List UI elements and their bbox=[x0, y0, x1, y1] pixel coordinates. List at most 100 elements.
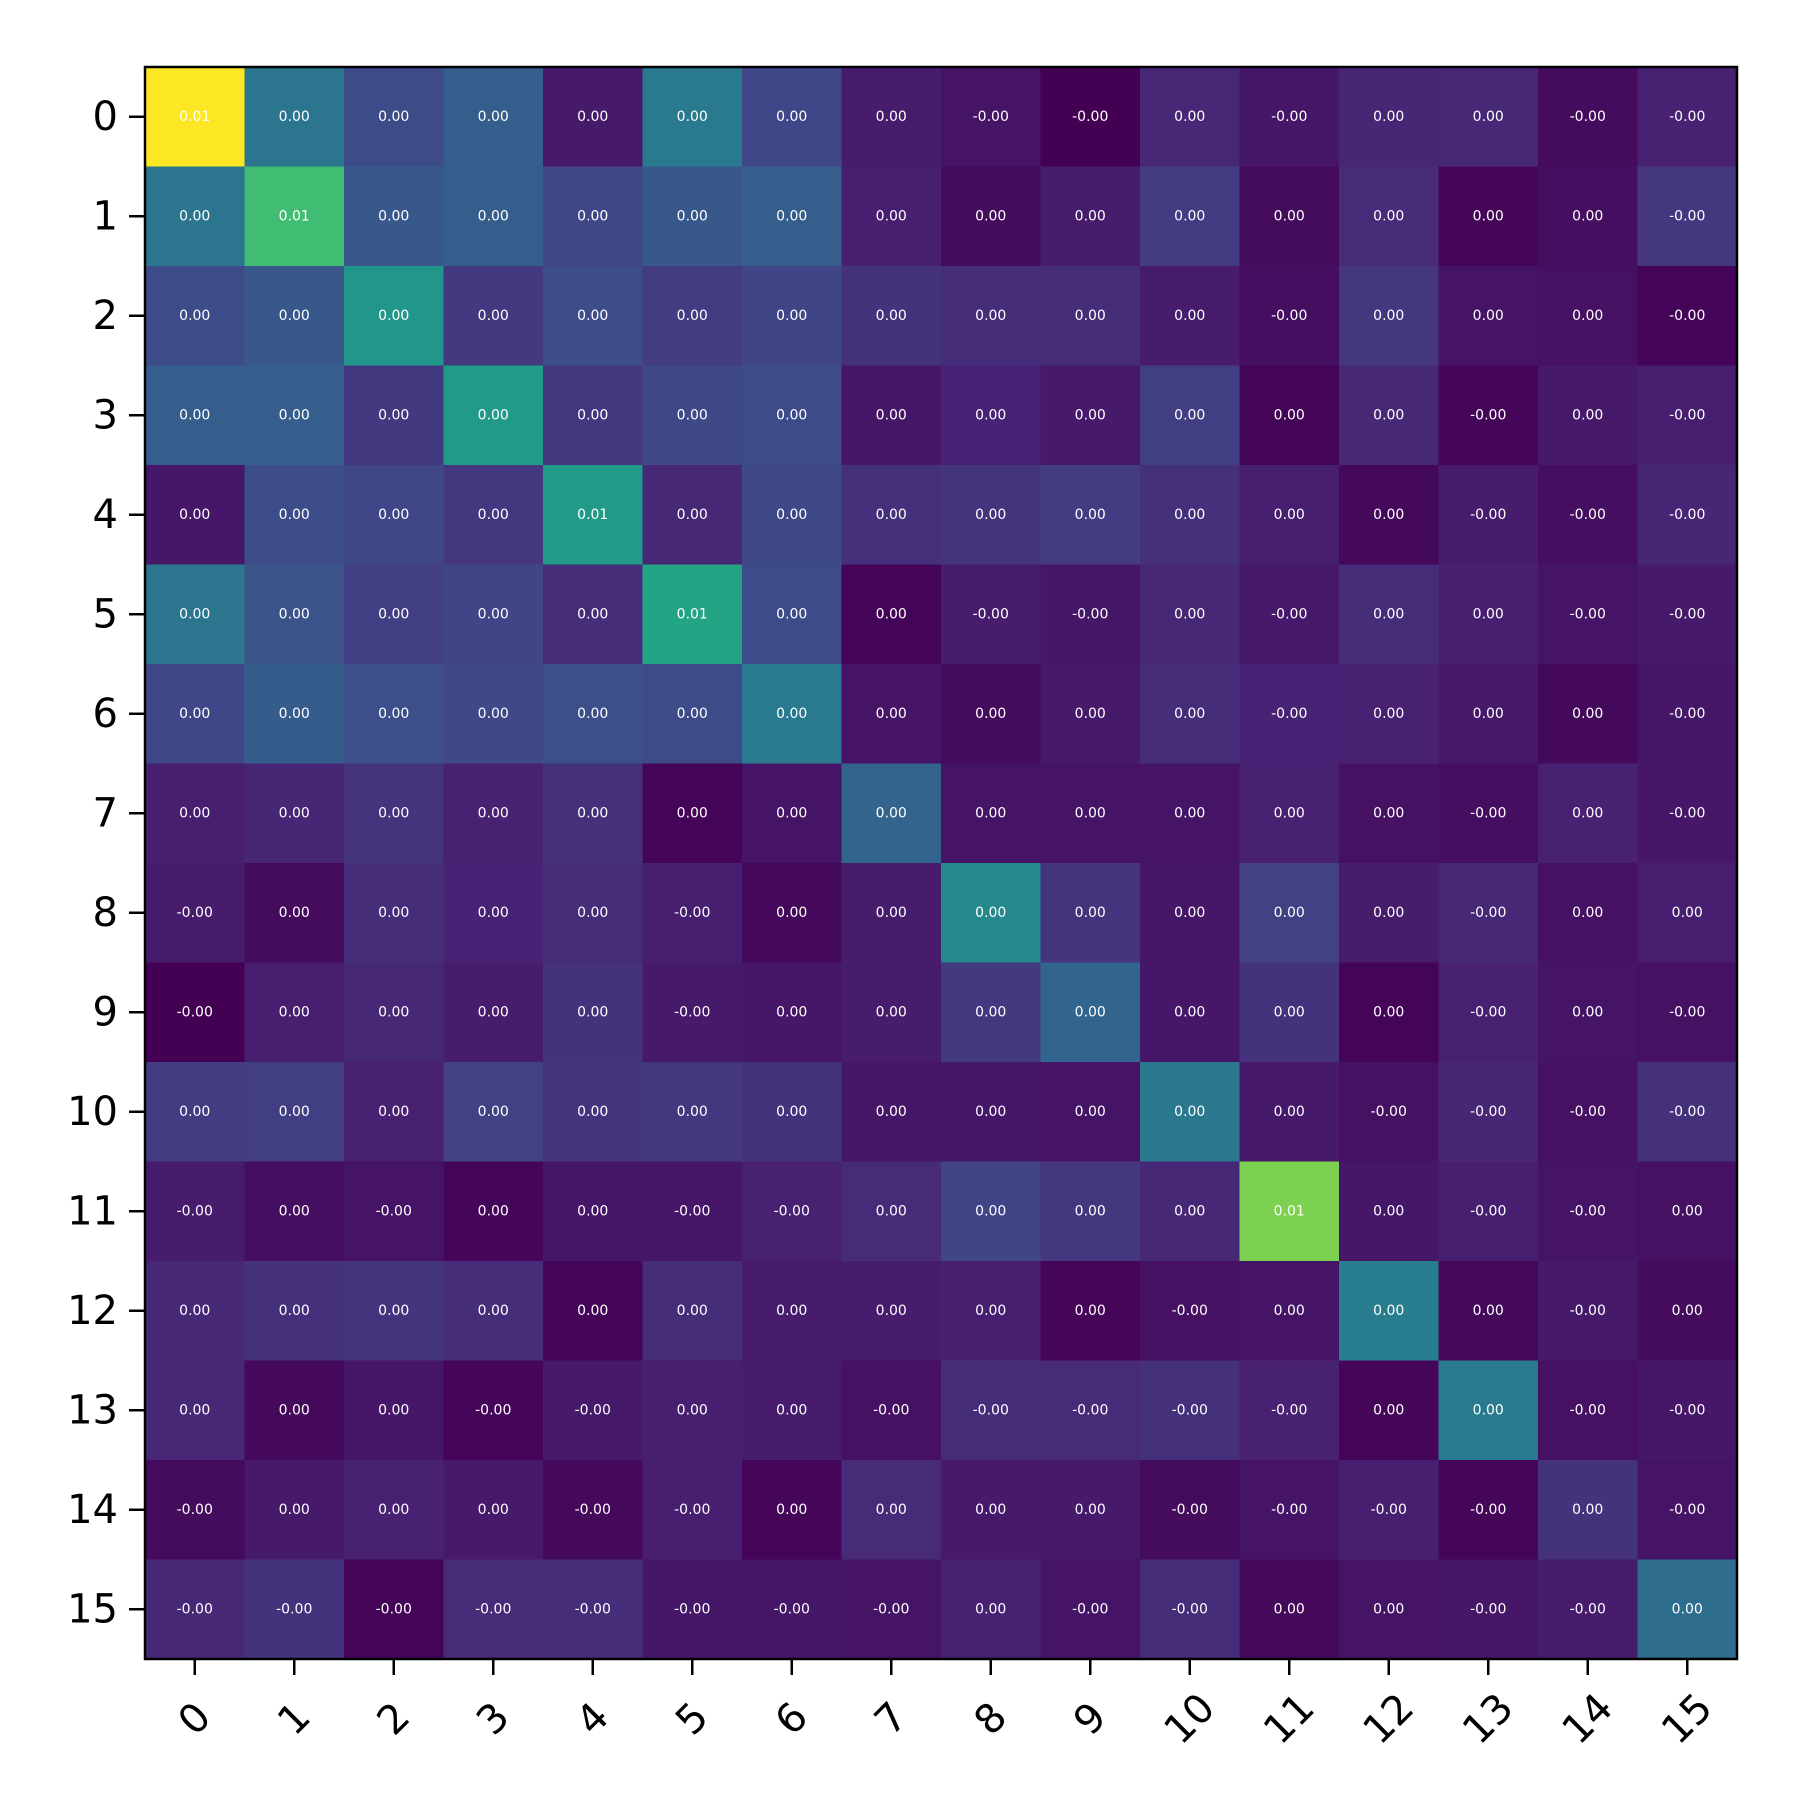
y-tick-label-7: 7 bbox=[93, 790, 118, 836]
cell-value-label-r5-c15: -0.00 bbox=[1669, 606, 1705, 622]
cell-value-label-r4-c3: 0.00 bbox=[478, 507, 509, 523]
heatmap-cell-r8-c9 bbox=[1040, 863, 1141, 964]
heatmap-cell-r0-c1 bbox=[244, 67, 345, 168]
cell-value-label-r5-c1: 0.00 bbox=[279, 606, 310, 622]
heatmap-cell-r2-c10 bbox=[1140, 266, 1241, 367]
cell-value-label-r11-c9: 0.00 bbox=[1075, 1203, 1106, 1219]
cell-value-label-r4-c15: -0.00 bbox=[1669, 507, 1705, 523]
y-tick-label-8: 8 bbox=[93, 890, 118, 936]
cell-value-label-r13-c12: 0.00 bbox=[1373, 1402, 1404, 1418]
heatmap-cell-r10-c3 bbox=[443, 1062, 544, 1163]
cell-value-label-r1-c11: 0.00 bbox=[1274, 208, 1305, 224]
heatmap-cell-r5-c13 bbox=[1438, 564, 1539, 665]
cell-value-label-r13-c2: 0.00 bbox=[378, 1402, 409, 1418]
heatmap-cell-r9-c6 bbox=[742, 962, 843, 1063]
cell-value-label-r4-c12: 0.00 bbox=[1373, 507, 1404, 523]
heatmap-cell-r2-c8 bbox=[941, 266, 1042, 367]
cell-value-label-r6-c15: -0.00 bbox=[1669, 706, 1705, 722]
heatmap-cell-r8-c15 bbox=[1637, 863, 1738, 964]
cell-value-label-r0-c11: -0.00 bbox=[1271, 109, 1307, 125]
heatmap-cell-r3-c7 bbox=[841, 365, 942, 466]
heatmap-cell-r9-c9 bbox=[1040, 962, 1141, 1063]
heatmap-cell-r6-c12 bbox=[1339, 664, 1440, 765]
heatmap-cell-r9-c1 bbox=[244, 962, 345, 1063]
cell-value-label-r9-c10: 0.00 bbox=[1174, 1004, 1205, 1020]
y-tick-label-0: 0 bbox=[93, 94, 118, 140]
heatmap-cell-r7-c7 bbox=[841, 763, 942, 864]
cell-value-label-r6-c10: 0.00 bbox=[1174, 706, 1205, 722]
y-tick-label-14: 14 bbox=[67, 1487, 118, 1533]
heatmap-cell-r2-c9 bbox=[1040, 266, 1141, 367]
heatmap-cell-r3-c11 bbox=[1239, 365, 1340, 466]
heatmap-cell-r5-c7 bbox=[841, 564, 942, 665]
heatmap-cell-r3-c15 bbox=[1637, 365, 1738, 466]
heatmap-cell-r5-c11 bbox=[1239, 564, 1340, 665]
cell-value-label-r2-c13: 0.00 bbox=[1473, 308, 1504, 324]
cell-value-label-r15-c6: -0.00 bbox=[774, 1601, 810, 1617]
heatmap-cell-labels: 0.01 0.00 0.00 0.00 0.00 0.00 0.00 0.00 -0.00 -0.… bbox=[177, 109, 1706, 1618]
heatmap-cell-r10-c12 bbox=[1339, 1062, 1440, 1163]
heatmap-cell-r15-c14 bbox=[1538, 1559, 1639, 1660]
cell-value-label-r6-c13: 0.00 bbox=[1473, 706, 1504, 722]
cell-value-label-r4-c7: 0.00 bbox=[876, 507, 907, 523]
heatmap-cell-r6-c15 bbox=[1637, 664, 1738, 765]
heatmap-cell-r11-c11 bbox=[1239, 1161, 1340, 1262]
heatmap-cell-r9-c3 bbox=[443, 962, 544, 1063]
heatmap-cell-r12-c11 bbox=[1239, 1261, 1340, 1362]
heatmap-cell-r12-c14 bbox=[1538, 1261, 1639, 1362]
heatmap-cell-r14-c7 bbox=[841, 1460, 942, 1561]
heatmap-cell-r2-c7 bbox=[841, 266, 942, 367]
heatmap-cell-r15-c11 bbox=[1239, 1559, 1340, 1660]
cell-value-label-r11-c4: 0.00 bbox=[577, 1203, 608, 1219]
cell-value-label-r12-c4: 0.00 bbox=[577, 1303, 608, 1319]
heatmap-cell-r11-c8 bbox=[941, 1161, 1042, 1262]
heatmap-cell-r1-c14 bbox=[1538, 166, 1639, 267]
heatmap-cell-r2-c4 bbox=[543, 266, 644, 367]
cell-value-label-r9-c8: 0.00 bbox=[975, 1004, 1006, 1020]
cell-value-label-r15-c7: -0.00 bbox=[873, 1601, 909, 1617]
heatmap-cell-r15-c5 bbox=[642, 1559, 743, 1660]
cell-value-label-r14-c13: -0.00 bbox=[1470, 1502, 1506, 1518]
plot-frame bbox=[143, 65, 1739, 1661]
cell-value-label-r8-c7: 0.00 bbox=[876, 905, 907, 921]
heatmap-cell-r1-c15 bbox=[1637, 166, 1738, 267]
cell-value-label-r9-c2: 0.00 bbox=[378, 1004, 409, 1020]
heatmap-cell-r9-c11 bbox=[1239, 962, 1340, 1063]
y-tick-label-10: 10 bbox=[67, 1089, 118, 1135]
cell-value-label-r2-c8: 0.00 bbox=[975, 308, 1006, 324]
cell-value-label-r1-c5: 0.00 bbox=[677, 208, 708, 224]
heatmap-cell-r7-c4 bbox=[543, 763, 644, 864]
cell-value-label-r3-c11: 0.00 bbox=[1274, 407, 1305, 423]
cell-value-label-r2-c14: 0.00 bbox=[1572, 308, 1603, 324]
y-tick-label-6: 6 bbox=[93, 691, 118, 737]
heatmap-cell-r0-c10 bbox=[1140, 67, 1241, 168]
cell-value-label-r5-c0: 0.00 bbox=[179, 606, 210, 622]
cell-value-label-r13-c13: 0.00 bbox=[1473, 1402, 1504, 1418]
heatmap-cell-r15-c3 bbox=[443, 1559, 544, 1660]
heatmap-cell-r0-c12 bbox=[1339, 67, 1440, 168]
cell-value-label-r14-c5: -0.00 bbox=[674, 1502, 710, 1518]
heatmap-cell-r11-c6 bbox=[742, 1161, 843, 1262]
heatmap-cell-r11-c9 bbox=[1040, 1161, 1141, 1262]
cell-value-label-r4-c9: 0.00 bbox=[1075, 507, 1106, 523]
heatmap-cell-r14-c1 bbox=[244, 1460, 345, 1561]
cell-value-label-r15-c2: -0.00 bbox=[376, 1601, 412, 1617]
cell-value-label-r2-c0: 0.00 bbox=[179, 308, 210, 324]
heatmap-cell-r12-c1 bbox=[244, 1261, 345, 1362]
cell-value-label-r8-c8: 0.00 bbox=[975, 905, 1006, 921]
cell-value-label-r3-c3: 0.00 bbox=[478, 407, 509, 423]
cell-value-label-r8-c13: -0.00 bbox=[1470, 905, 1506, 921]
cell-value-label-r9-c3: 0.00 bbox=[478, 1004, 509, 1020]
cell-value-label-r8-c9: 0.00 bbox=[1075, 905, 1106, 921]
heatmap-cell-r13-c7 bbox=[841, 1360, 942, 1461]
cell-value-label-r7-c9: 0.00 bbox=[1075, 805, 1106, 821]
heatmap-cell-r1-c11 bbox=[1239, 166, 1340, 267]
x-tick-label-15: 15 bbox=[1653, 1685, 1722, 1754]
heatmap-cell-r14-c6 bbox=[742, 1460, 843, 1561]
heatmap-cell-r5-c9 bbox=[1040, 564, 1141, 665]
heatmap-cell-r7-c3 bbox=[443, 763, 544, 864]
cell-value-label-r6-c11: -0.00 bbox=[1271, 706, 1307, 722]
cell-value-label-r2-c4: 0.00 bbox=[577, 308, 608, 324]
heatmap-cell-r2-c6 bbox=[742, 266, 843, 367]
cell-value-label-r7-c3: 0.00 bbox=[478, 805, 509, 821]
